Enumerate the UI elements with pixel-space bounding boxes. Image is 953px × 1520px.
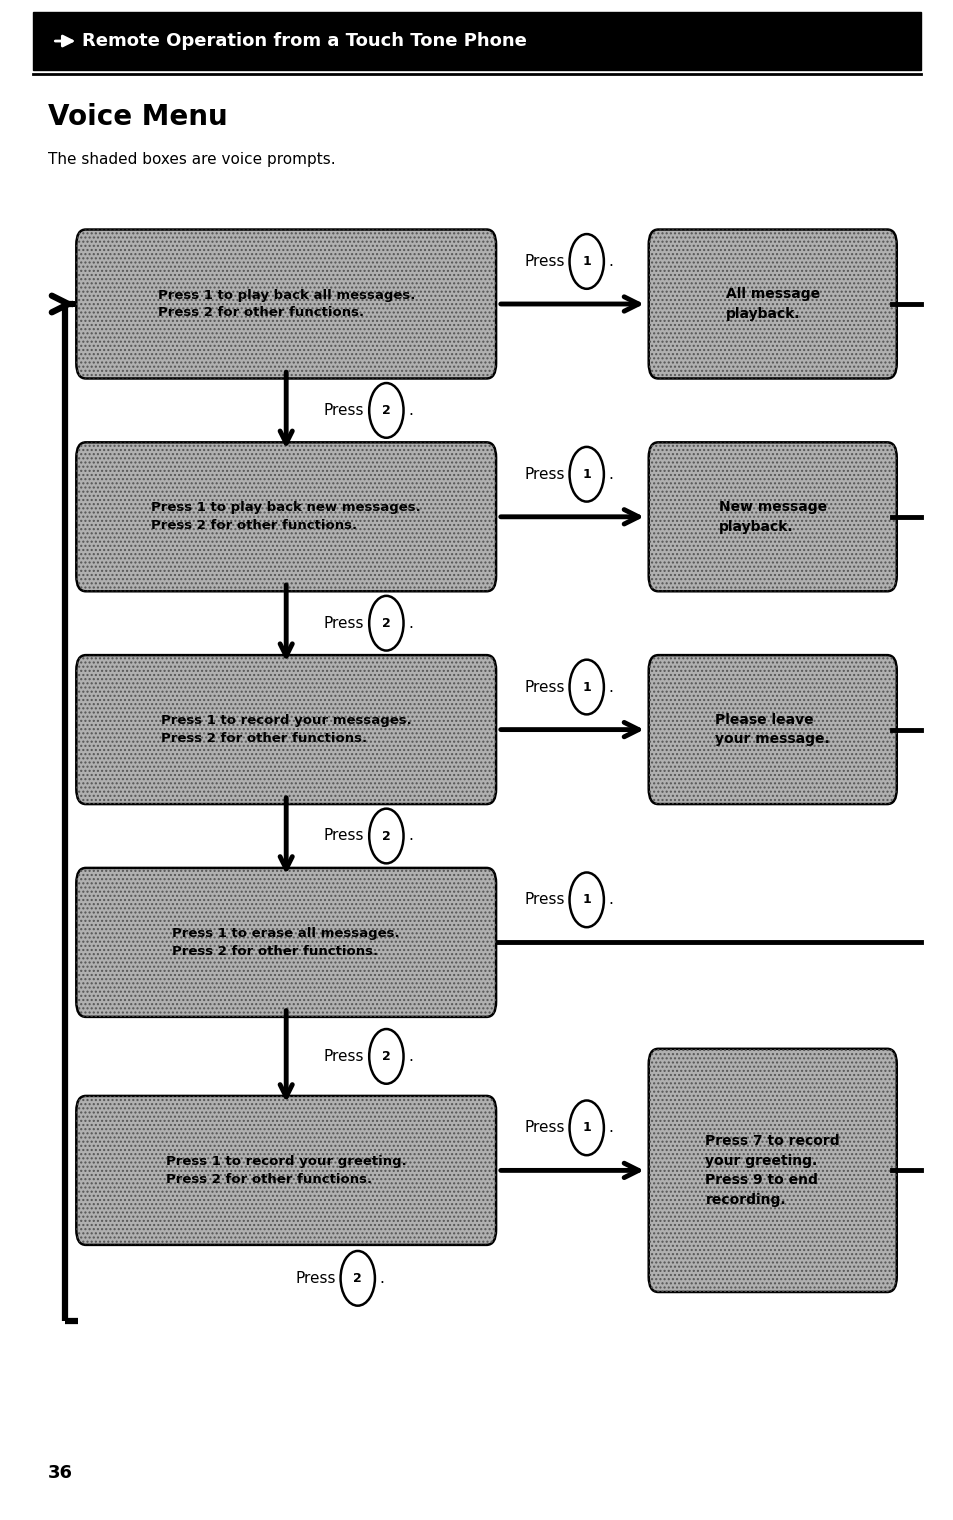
Text: Press: Press bbox=[295, 1271, 335, 1286]
Text: .: . bbox=[408, 616, 413, 631]
FancyBboxPatch shape bbox=[76, 655, 496, 804]
Circle shape bbox=[369, 809, 403, 863]
Text: .: . bbox=[379, 1271, 384, 1286]
Text: .: . bbox=[608, 1120, 613, 1135]
Text: Press 1 to play back all messages.
Press 2 for other functions.: Press 1 to play back all messages. Press… bbox=[157, 289, 415, 319]
Text: Press 1 to play back new messages.
Press 2 for other functions.: Press 1 to play back new messages. Press… bbox=[152, 502, 420, 532]
Circle shape bbox=[369, 383, 403, 438]
FancyBboxPatch shape bbox=[76, 1096, 496, 1245]
Text: .: . bbox=[608, 467, 613, 482]
FancyBboxPatch shape bbox=[76, 868, 496, 1017]
Text: Press 1 to record your messages.
Press 2 for other functions.: Press 1 to record your messages. Press 2… bbox=[161, 714, 411, 745]
Text: Press: Press bbox=[524, 1120, 564, 1135]
Text: Press: Press bbox=[524, 679, 564, 695]
Text: Press: Press bbox=[324, 616, 364, 631]
Circle shape bbox=[569, 872, 603, 927]
Text: .: . bbox=[408, 1049, 413, 1064]
FancyBboxPatch shape bbox=[648, 230, 896, 378]
Text: 1: 1 bbox=[581, 468, 591, 480]
Text: 1: 1 bbox=[581, 894, 591, 906]
Circle shape bbox=[340, 1251, 375, 1306]
Circle shape bbox=[569, 447, 603, 502]
Text: Please leave
your message.: Please leave your message. bbox=[715, 713, 829, 746]
Text: 2: 2 bbox=[381, 617, 391, 629]
Text: Press: Press bbox=[524, 254, 564, 269]
Text: Press 7 to record
your greeting.
Press 9 to end
recording.: Press 7 to record your greeting. Press 9… bbox=[704, 1134, 840, 1207]
Circle shape bbox=[569, 234, 603, 289]
Text: All message
playback.: All message playback. bbox=[725, 287, 819, 321]
Text: 2: 2 bbox=[381, 830, 391, 842]
Text: 2: 2 bbox=[381, 404, 391, 416]
FancyBboxPatch shape bbox=[648, 655, 896, 804]
Text: .: . bbox=[408, 403, 413, 418]
Circle shape bbox=[569, 1100, 603, 1155]
Text: Press: Press bbox=[324, 828, 364, 844]
Text: Press: Press bbox=[324, 403, 364, 418]
Text: Remote Operation from a Touch Tone Phone: Remote Operation from a Touch Tone Phone bbox=[82, 32, 526, 50]
Text: Voice Menu: Voice Menu bbox=[48, 103, 227, 131]
Text: 2: 2 bbox=[353, 1272, 362, 1284]
FancyBboxPatch shape bbox=[76, 230, 496, 378]
FancyBboxPatch shape bbox=[648, 1049, 896, 1292]
Text: Press: Press bbox=[524, 467, 564, 482]
Bar bbox=[33, 12, 920, 70]
Text: 1: 1 bbox=[581, 255, 591, 268]
Text: Press: Press bbox=[524, 892, 564, 907]
Text: 36: 36 bbox=[48, 1464, 72, 1482]
Text: Press 1 to erase all messages.
Press 2 for other functions.: Press 1 to erase all messages. Press 2 f… bbox=[172, 927, 399, 958]
Circle shape bbox=[369, 596, 403, 651]
Circle shape bbox=[369, 1029, 403, 1084]
Text: .: . bbox=[408, 828, 413, 844]
Text: Press: Press bbox=[324, 1049, 364, 1064]
Circle shape bbox=[569, 660, 603, 714]
Text: 1: 1 bbox=[581, 1122, 591, 1134]
Text: .: . bbox=[608, 892, 613, 907]
Text: 2: 2 bbox=[381, 1050, 391, 1062]
FancyBboxPatch shape bbox=[648, 442, 896, 591]
Text: .: . bbox=[608, 254, 613, 269]
FancyBboxPatch shape bbox=[76, 442, 496, 591]
Text: 1: 1 bbox=[581, 681, 591, 693]
Text: New message
playback.: New message playback. bbox=[718, 500, 826, 534]
Text: Press 1 to record your greeting.
Press 2 for other functions.: Press 1 to record your greeting. Press 2… bbox=[166, 1155, 406, 1186]
Text: .: . bbox=[608, 679, 613, 695]
Text: The shaded boxes are voice prompts.: The shaded boxes are voice prompts. bbox=[48, 152, 335, 167]
